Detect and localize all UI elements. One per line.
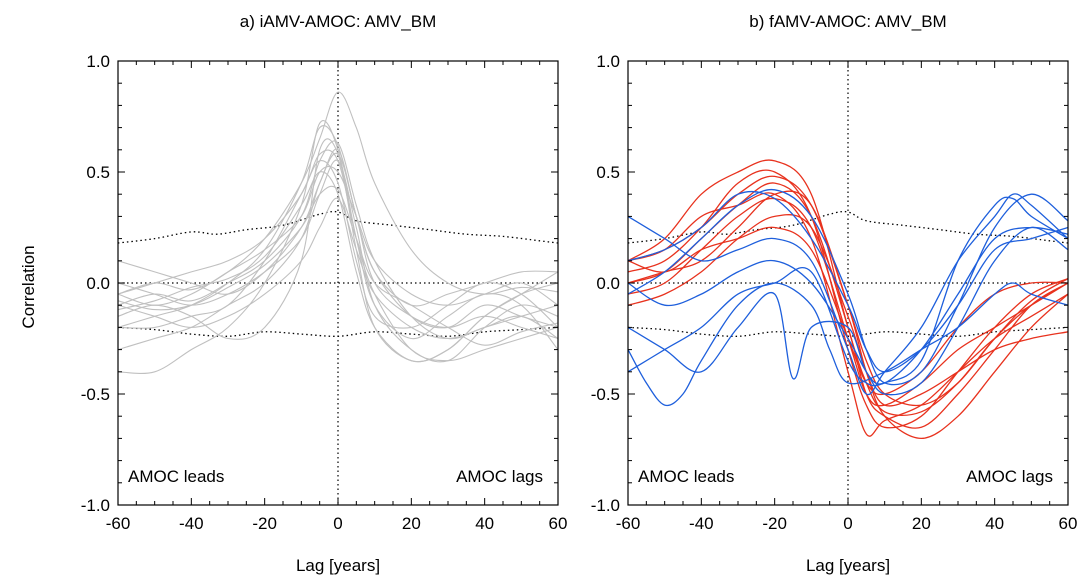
panel-b-x-tick-label: -20 <box>762 514 787 533</box>
panel-b-x-tick-label: 60 <box>1059 514 1078 533</box>
panel-b-x-tick-label: 40 <box>985 514 1004 533</box>
panel-a-x-tick-label: -40 <box>179 514 204 533</box>
panel-a-x-tick-label: 60 <box>549 514 568 533</box>
panel-b-annotation-right: AMOC lags <box>966 467 1053 486</box>
panel-a-annotation-left: AMOC leads <box>128 467 224 486</box>
panel-a: -60 -40 -20 0 20 40 60 -1.0 -0.5 0.0 0.5 1.0 a) iAM… <box>81 12 568 575</box>
panel-b-y-tick-label: 0.5 <box>596 163 620 182</box>
panel-a-plot-area: -60 -40 -20 0 20 40 60 -1.0 -0.5 0.0 0.5 1.0 <box>81 52 568 533</box>
panel-b-series-line-10 <box>627 282 1069 407</box>
panel-b-significance-upper <box>627 210 1069 244</box>
panel-b-x-axis-label: Lag [years] <box>806 556 890 575</box>
panel-a-y-tick-label: 0.0 <box>86 274 110 293</box>
panel-b-series-line-4 <box>627 190 1069 440</box>
panel-a-y-tick-label: -1.0 <box>81 496 110 515</box>
panel-a-series-line-9 <box>117 197 559 340</box>
shared-y-axis-label: Correlation <box>19 245 38 328</box>
panel-a-x-axis-label: Lag [years] <box>296 556 380 575</box>
panel-a-x-tick-label: -20 <box>252 514 277 533</box>
panel-a-annotation-right: AMOC lags <box>456 467 543 486</box>
panel-b-significance-lower <box>627 326 1069 337</box>
panel-b-series-line-3 <box>627 192 1069 437</box>
panel-b-x-tick-label: 0 <box>843 514 852 533</box>
panel-a-series-line-8 <box>117 165 559 306</box>
panel-a-significance-lower <box>117 326 559 337</box>
panel-b-x-tick-label: -60 <box>616 514 641 533</box>
panel-b-series-line-2 <box>627 169 1069 429</box>
panel-a-series-line-1 <box>117 91 559 295</box>
panel-b-series-line-14 <box>627 190 1069 373</box>
panel-a-title: a) iAMV-AMOC: AMV_BM <box>240 12 436 31</box>
panel-b-y-tick-label: 1.0 <box>596 52 620 71</box>
panel-a-x-tick-label: -60 <box>106 514 131 533</box>
panel-a-series-line-13 <box>117 152 559 351</box>
panel-a-y-tick-label: -0.5 <box>81 385 110 404</box>
panel-a-x-tick-label: 0 <box>333 514 342 533</box>
panel-b-series-line-16 <box>627 226 1069 396</box>
panel-b-y-tick-label: -0.5 <box>591 385 620 404</box>
panel-b-series-line-5 <box>627 197 1069 407</box>
panel-a-y-tick-label: 1.0 <box>86 52 110 71</box>
panel-b-x-tick-label: -40 <box>689 514 714 533</box>
panel-b-series-line-13 <box>627 226 1069 385</box>
panel-a-y-tick-label: 0.5 <box>86 163 110 182</box>
panel-a-series-line-2 <box>117 125 559 329</box>
panel-b-series-line-12 <box>627 193 1069 396</box>
panel-b-x-tick-label: 20 <box>912 514 931 533</box>
panel-b-y-tick-label: 0.0 <box>596 274 620 293</box>
panel-b: -60 -40 -20 0 20 40 60 -1.0 -0.5 0.0 0.5 1.0 b) fAM… <box>591 12 1078 575</box>
panel-a-series-line-11 <box>117 149 559 362</box>
panel-b-series-line-11 <box>627 196 1069 387</box>
panel-b-plot-area: -60 -40 -20 0 20 40 60 -1.0 -0.5 0.0 0.5 1.0 <box>591 52 1078 533</box>
panel-b-title: b) fAMV-AMOC: AMV_BM <box>749 12 946 31</box>
panel-b-y-tick-label: -1.0 <box>591 496 620 515</box>
panel-b-annotation-left: AMOC leads <box>638 467 734 486</box>
panel-a-series-line-10 <box>117 160 559 329</box>
panel-a-series-line-14 <box>117 185 559 346</box>
panel-a-x-tick-label: 20 <box>402 514 421 533</box>
panel-a-significance-upper <box>117 210 559 244</box>
panel-a-x-tick-label: 40 <box>475 514 494 533</box>
panel-b-series-line-15 <box>627 188 1069 386</box>
panel-a-series-line-12 <box>117 171 559 363</box>
